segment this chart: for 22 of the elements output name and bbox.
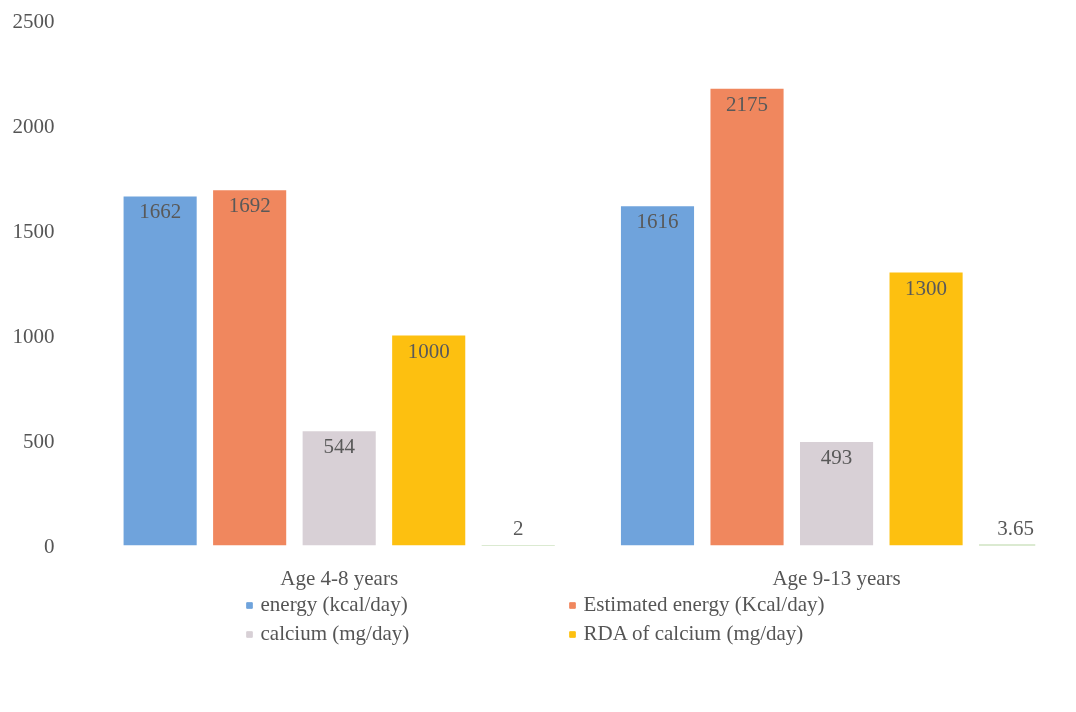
data-label: 1616 — [636, 209, 679, 234]
data-label: 1692 — [228, 193, 271, 218]
y-tick-label: 2500 — [12, 8, 55, 33]
y-tick-label: 1500 — [12, 218, 55, 243]
y-tick-label: 1000 — [12, 323, 55, 348]
data-label: 493 — [820, 444, 853, 469]
data-label: 1662 — [139, 199, 182, 224]
legend-label: energy (kcal/day) — [260, 592, 409, 617]
data-label: 3.65 — [997, 515, 1034, 540]
data-label: 544 — [323, 434, 356, 459]
legend-label: calcium (mg/day) — [260, 621, 411, 646]
data-label: 1300 — [905, 275, 948, 300]
x-tick-label: Age 4-8 years — [280, 565, 399, 590]
data-label: 1000 — [407, 338, 450, 363]
legend-label: Estimated energy (Kcal/day) — [583, 592, 826, 617]
data-label: 2175 — [726, 91, 769, 116]
x-tick-label: Age 9-13 years — [772, 565, 901, 590]
y-tick-label: 2000 — [12, 113, 55, 138]
legend-label: RDA of calcium (mg/day) — [583, 621, 805, 646]
y-tick-label: 0 — [44, 533, 55, 558]
y-tick-label: 500 — [23, 428, 55, 453]
data-label: 2 — [512, 516, 524, 541]
